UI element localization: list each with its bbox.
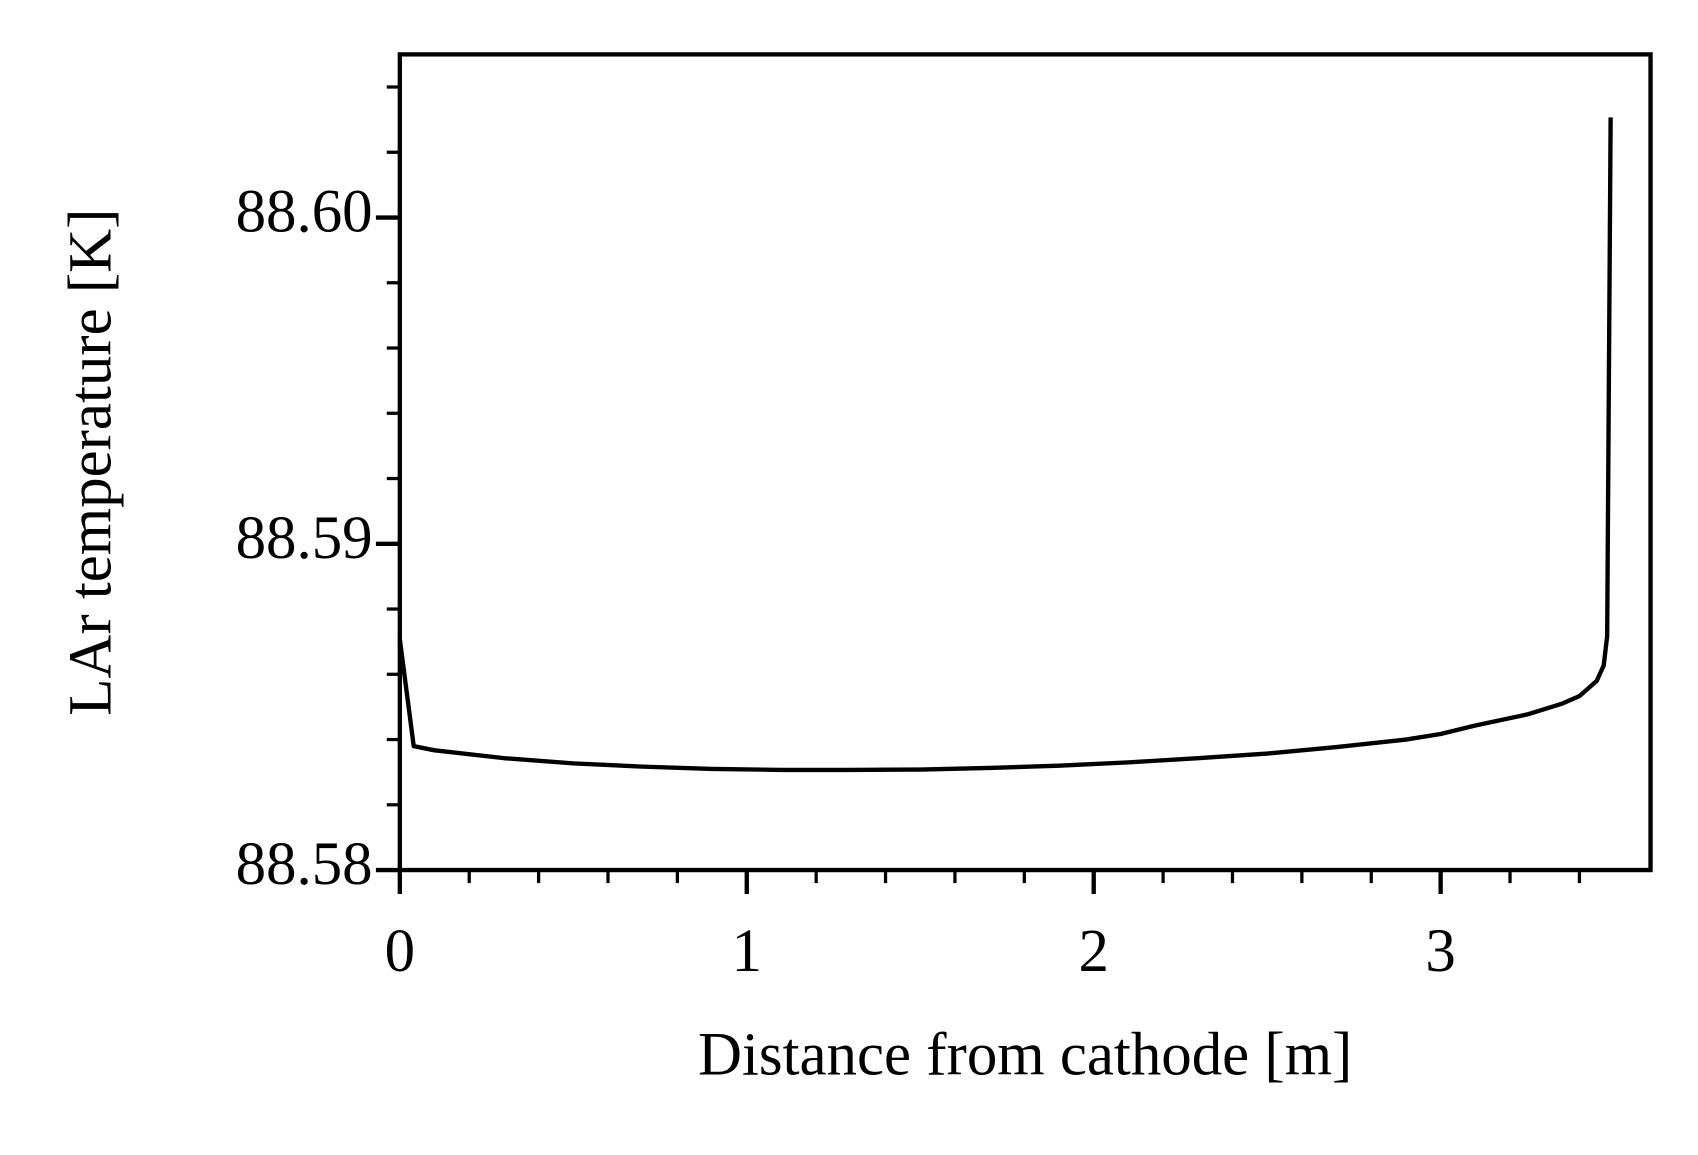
x-tick-label: 3 [1425,918,1455,985]
y-tick-label: 88.59 [236,505,373,572]
y-tick-label: 88.60 [236,178,373,245]
data-line [397,117,1613,773]
x-axis-label: Distance from cathode [m] [698,1021,1352,1088]
y-tick-label: 88.58 [236,831,373,898]
y-axis-label: LAr temperature [K] [57,209,124,716]
x-tick-label: 1 [732,918,762,985]
plot-frame [397,52,1653,873]
x-tick-label: 0 [385,918,415,985]
x-tick-label: 2 [1078,918,1108,985]
